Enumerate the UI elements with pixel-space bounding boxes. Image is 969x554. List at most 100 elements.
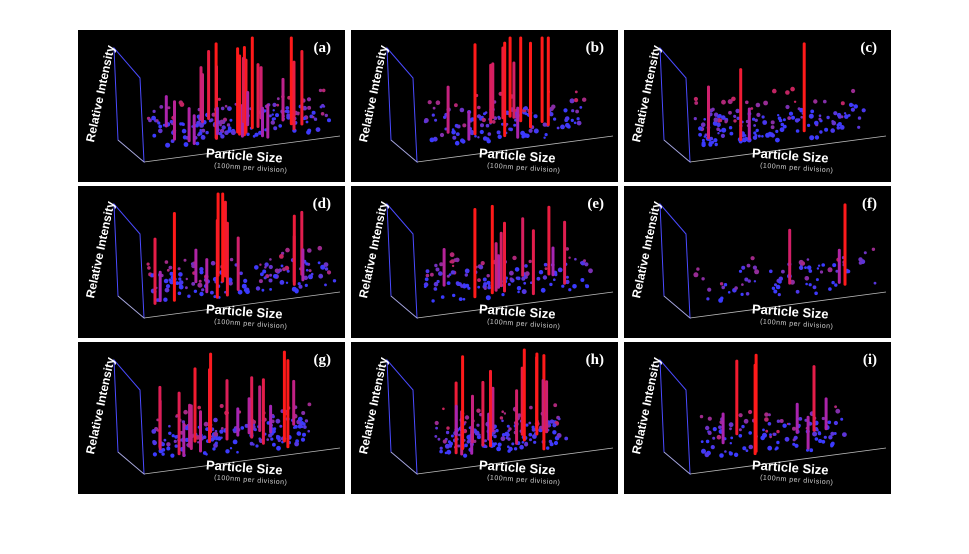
data-point: [476, 114, 482, 119]
data-point: [553, 440, 559, 446]
data-point: [425, 269, 430, 274]
data-point: [798, 265, 804, 270]
data-point: [699, 414, 704, 419]
data-point: [779, 419, 784, 423]
data-point: [147, 266, 151, 270]
data-point: [276, 445, 281, 451]
data-point: [831, 280, 835, 285]
panel-label: (f): [862, 196, 877, 212]
data-point: [486, 280, 491, 285]
data-point: [710, 445, 715, 450]
data-point: [790, 86, 795, 92]
data-point: [279, 254, 284, 259]
data-point: [282, 267, 286, 272]
axis-wall: [113, 46, 145, 164]
data-point: [486, 139, 491, 144]
data-point: [816, 267, 820, 270]
axis-wall: [659, 46, 691, 164]
data-point: [800, 116, 803, 119]
data-point: [777, 114, 780, 117]
data-point: [857, 125, 861, 129]
plot-panel: (f) Relative Intensity Particle Size (100nm…: [624, 186, 891, 338]
data-point: [754, 118, 758, 123]
data-point: [254, 265, 259, 270]
data-point: [533, 114, 538, 119]
data-point: [818, 439, 823, 443]
data-point: [528, 432, 533, 437]
data-point: [809, 448, 814, 453]
data-point: [804, 276, 810, 281]
data-point: [814, 120, 819, 126]
data-point: [775, 137, 780, 143]
data-point: [501, 293, 505, 297]
data-point: [782, 124, 787, 129]
data-point: [768, 131, 772, 136]
data-point: [461, 139, 466, 144]
data-point: [166, 268, 170, 272]
data-point: [509, 270, 514, 276]
data-point: [450, 270, 455, 275]
data-point: [753, 280, 757, 283]
data-point: [161, 452, 165, 456]
data-point: [712, 436, 716, 440]
data-point: [271, 117, 275, 121]
data-point: [303, 425, 307, 429]
data-point: [317, 245, 323, 251]
data-point: [807, 123, 811, 127]
data-point: [693, 117, 697, 121]
data-point: [240, 426, 245, 430]
data-point: [485, 295, 491, 301]
data-point: [826, 115, 830, 120]
data-point: [434, 420, 439, 426]
data-point: [307, 105, 312, 110]
data-point: [327, 118, 331, 123]
data-point: [197, 282, 203, 288]
data-point: [544, 267, 548, 270]
data-point: [263, 276, 267, 280]
data-point: [835, 269, 839, 273]
data-point: [724, 450, 727, 453]
data-point: [285, 247, 290, 253]
data-point: [452, 135, 457, 140]
data-point: [155, 298, 160, 302]
data-point: [168, 424, 171, 428]
data-point: [738, 434, 743, 438]
data-point: [506, 424, 510, 428]
data-point: [729, 427, 732, 431]
data-point: [496, 446, 501, 452]
data-point: [270, 120, 275, 125]
data-point: [519, 444, 524, 450]
data-point: [836, 123, 840, 127]
data-point: [321, 88, 326, 93]
data-point: [439, 262, 444, 267]
data-point: [286, 269, 290, 273]
data-point: [166, 446, 171, 451]
axis-floor: [663, 447, 887, 475]
data-point: [435, 426, 438, 430]
data-point: [214, 441, 218, 445]
data-point: [260, 272, 264, 277]
data-point: [748, 431, 752, 435]
data-point: [220, 427, 224, 430]
data-point: [857, 116, 862, 120]
data-point: [193, 289, 198, 293]
data-point: [553, 278, 556, 281]
data-point: [317, 261, 321, 265]
data-point: [443, 115, 447, 120]
data-point: [744, 136, 749, 142]
data-point: [168, 265, 173, 270]
axis-floor: [117, 447, 341, 475]
data-point: [563, 108, 568, 113]
data-point: [181, 128, 187, 134]
data-point: [255, 444, 259, 448]
data-point: [576, 117, 580, 121]
data-point: [794, 118, 800, 123]
data-point: [197, 405, 201, 410]
data-point: [747, 279, 751, 283]
data-point: [698, 132, 702, 137]
data-point: [175, 415, 178, 418]
data-point: [219, 123, 222, 127]
data-point: [164, 287, 170, 293]
data-point: [152, 109, 156, 113]
data-point: [834, 283, 838, 287]
